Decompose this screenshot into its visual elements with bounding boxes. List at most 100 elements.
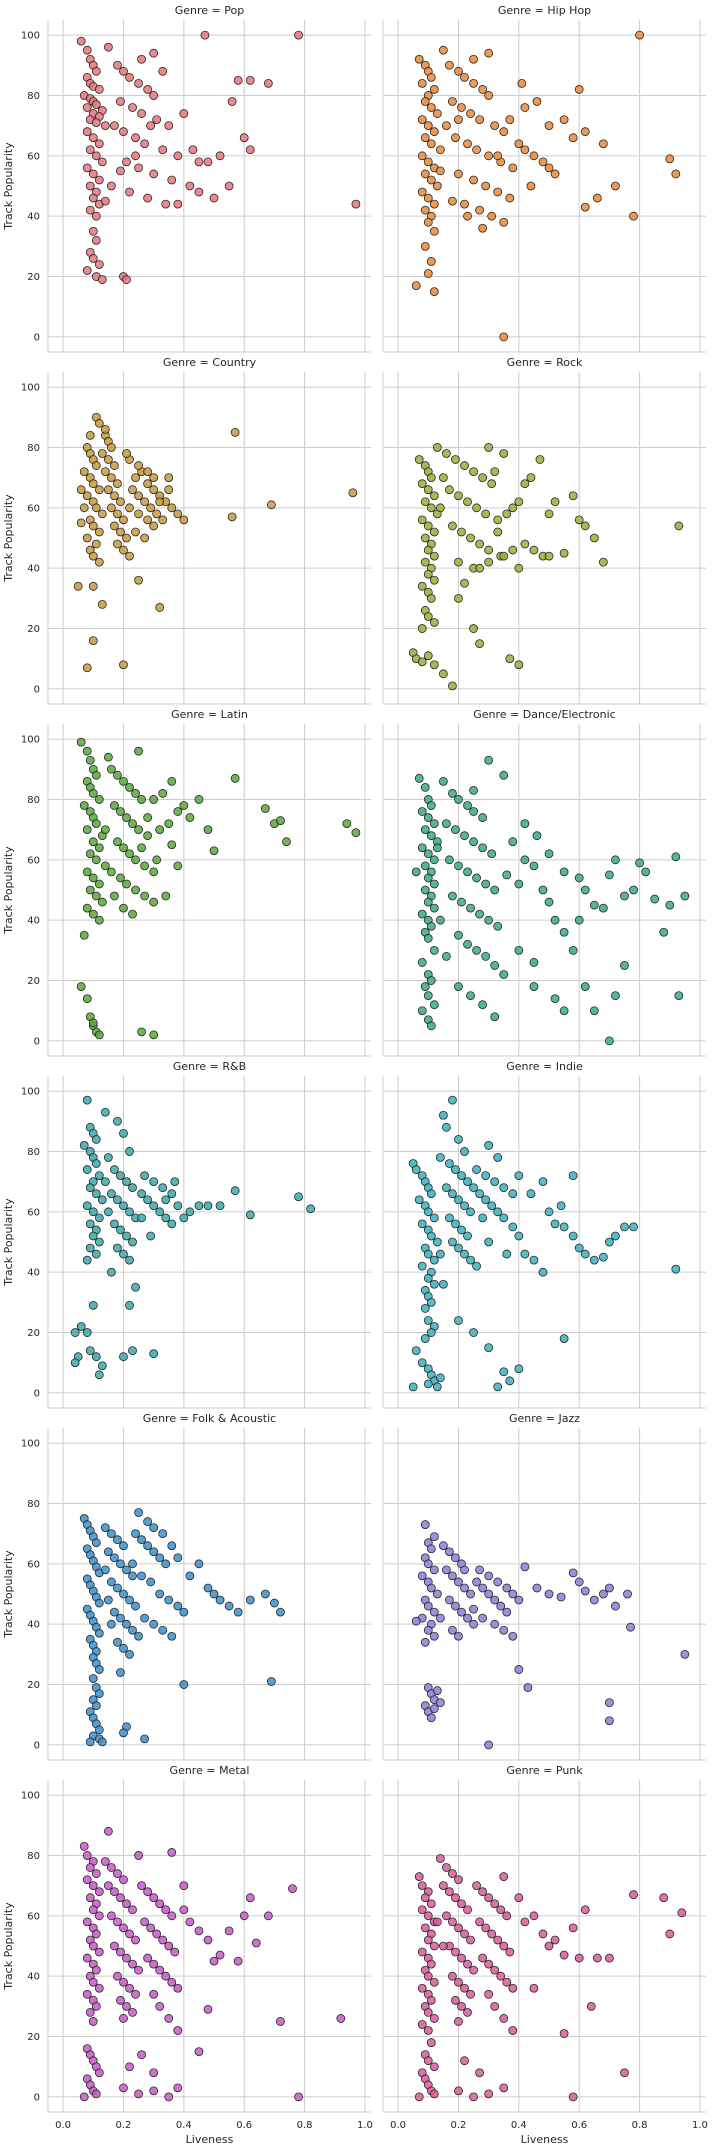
- scatter-point: [106, 1911, 116, 1921]
- scatter-point: [559, 1222, 569, 1232]
- scatter-point: [131, 1601, 140, 1611]
- scatter-point: [94, 915, 104, 925]
- scatter-point: [149, 1893, 159, 1903]
- scatter-point: [493, 1935, 503, 1945]
- scatter-point: [423, 121, 433, 131]
- scatter-point: [426, 1713, 436, 1723]
- scatter-point: [580, 1905, 590, 1915]
- scatter-point: [635, 30, 644, 40]
- scatter-point: [155, 1589, 165, 1599]
- scatter-point: [203, 2004, 213, 2014]
- scatter-point: [423, 269, 433, 278]
- scatter-point: [76, 1322, 86, 1331]
- scatter-point: [420, 782, 430, 792]
- y-tick-label: 20: [27, 2032, 40, 2043]
- scatter-point: [598, 557, 608, 567]
- scatter-point: [417, 1261, 427, 1271]
- scatter-point: [429, 1941, 439, 1951]
- scatter-point: [432, 1686, 442, 1695]
- scatter-point: [463, 939, 472, 949]
- scatter-point: [85, 1737, 95, 1747]
- scatter-point: [263, 1911, 273, 1921]
- scatter-point: [598, 1252, 608, 1262]
- scatter-point: [423, 2026, 433, 2035]
- scatter-point: [128, 103, 137, 112]
- scatter-point: [91, 461, 101, 470]
- facet-panel: Genre = Pop 0 20 40 60 80 100 Track Popularity: [2, 4, 371, 353]
- scatter-point: [149, 1959, 159, 1969]
- scatter-point: [88, 909, 98, 919]
- scatter-point: [149, 2068, 159, 2078]
- scatter-point: [429, 660, 439, 670]
- scatter-point: [91, 539, 101, 549]
- scatter-points: [408, 443, 684, 691]
- scatter-point: [91, 235, 101, 245]
- scatter-point: [499, 2014, 509, 2023]
- y-tick-label: 80: [27, 1499, 40, 1510]
- scatter-point: [82, 994, 92, 1004]
- scatter-point: [499, 1625, 509, 1635]
- scatter-point: [463, 2008, 472, 2017]
- scatter-point: [550, 1935, 560, 1945]
- scatter-point: [103, 485, 113, 495]
- y-tick-label: 40: [27, 1620, 40, 1631]
- scatter-point: [505, 654, 515, 664]
- scatter-point: [116, 527, 125, 537]
- scatter-point: [423, 545, 433, 555]
- scatter-point: [514, 563, 524, 573]
- scatter-point: [420, 1304, 430, 1313]
- scatter-point: [233, 1607, 243, 1617]
- scatter-point: [137, 1189, 146, 1199]
- scatter-point: [417, 1905, 427, 1915]
- scatter-point: [508, 1222, 518, 1232]
- scatter-point: [469, 624, 478, 633]
- scatter-point: [481, 879, 491, 889]
- scatter-point: [342, 819, 352, 828]
- x-tick-label: 1.0: [692, 2120, 708, 2131]
- y-tick-label: 20: [27, 1328, 40, 1339]
- scatter-point: [420, 1923, 430, 1933]
- scatter-point: [454, 1631, 463, 1641]
- scatter-point: [94, 485, 104, 495]
- scatter-point: [128, 2008, 137, 2017]
- scatter-point: [94, 879, 104, 889]
- scatter-point: [79, 2092, 89, 2102]
- scatter-point: [106, 1189, 116, 1199]
- scatter-point: [239, 133, 249, 143]
- scatter-point: [559, 1950, 569, 1960]
- scatter-point: [659, 1893, 669, 1903]
- scatter-point: [514, 1231, 524, 1241]
- scatter-point: [484, 545, 494, 555]
- scatter-point: [423, 217, 433, 227]
- scatter-point: [544, 509, 554, 519]
- scatter-point: [110, 891, 119, 901]
- scatter-point: [110, 1887, 119, 1897]
- scatter-point: [128, 1346, 137, 1356]
- scatter-point: [106, 443, 116, 452]
- scatter-point: [441, 1122, 451, 1132]
- scatter-point: [116, 166, 125, 176]
- scatter-point: [568, 2092, 578, 2102]
- scatter-point: [475, 909, 484, 919]
- scatter-point: [91, 151, 101, 161]
- y-tick-label: 0: [34, 1388, 40, 1399]
- scatter-point: [137, 1881, 146, 1891]
- scatter-point: [426, 1995, 436, 2005]
- scatter-point: [538, 1267, 548, 1277]
- scatter-point: [589, 1006, 599, 1016]
- scatter-point: [481, 509, 491, 519]
- scatter-point: [143, 1953, 153, 1963]
- scatter-point: [580, 521, 590, 531]
- scatter-point: [420, 97, 430, 106]
- scatter-point: [185, 813, 195, 822]
- scatter-point: [94, 527, 104, 537]
- scatter-point: [106, 867, 116, 877]
- scatter-point: [164, 819, 174, 828]
- scatter-point: [429, 819, 439, 828]
- scatter-point: [131, 151, 140, 161]
- scatter-point: [487, 1201, 497, 1211]
- scatter-point: [426, 831, 436, 841]
- scatter-point: [82, 663, 92, 673]
- scatter-point: [94, 1911, 104, 1921]
- scatter-points: [79, 1826, 346, 2102]
